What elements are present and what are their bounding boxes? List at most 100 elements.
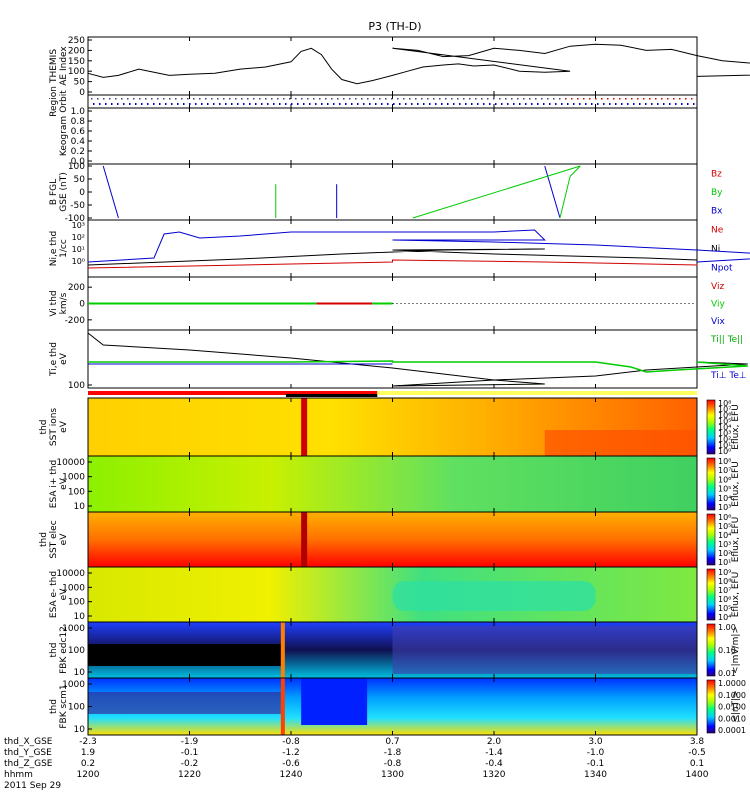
orbit-dot — [147, 103, 149, 105]
legend-entry: Bx — [711, 207, 723, 217]
orbit-dot — [183, 103, 185, 105]
region-dot — [691, 98, 693, 100]
density-frame — [87, 219, 698, 278]
fbk-scm-band — [88, 692, 281, 714]
x-axis-value-y: 1.9 — [81, 748, 96, 758]
region-dot — [403, 98, 405, 100]
region-dot — [583, 98, 585, 100]
orbit-dot — [519, 103, 521, 105]
orbit-dot — [441, 103, 443, 105]
x-axis-value-z: -0.1 — [587, 759, 605, 769]
region-dot — [415, 98, 417, 100]
orbit-dot — [429, 103, 431, 105]
temperature-ylabel: Ti,e thd eV — [49, 342, 69, 377]
region-dot — [355, 98, 357, 100]
region-dot — [601, 98, 603, 100]
colorbar-label: Eflux, EFU — [731, 517, 741, 563]
region-dot — [181, 98, 183, 100]
region-dot — [565, 98, 567, 100]
orbit-dot — [201, 103, 203, 105]
region-dot — [163, 98, 165, 100]
orbit-dot — [195, 103, 197, 105]
orbit-dot — [453, 103, 455, 105]
colorbar-tick-label: 0.10 — [718, 646, 736, 655]
region-dot — [457, 98, 459, 100]
colorbar-tick-label: 10⁴ — [718, 531, 731, 540]
region-dot — [577, 98, 579, 100]
fbk_edc12-colorbar — [706, 623, 716, 677]
orbit-dot — [363, 103, 365, 105]
axis-label: Vi thd — [49, 290, 59, 316]
region-dot — [133, 98, 135, 100]
orbit-dot — [105, 103, 107, 105]
region-dot — [307, 98, 309, 100]
orbit-dot — [297, 103, 299, 105]
region-dot — [649, 98, 651, 100]
region-dot — [469, 98, 471, 100]
orbit-dot — [417, 103, 419, 105]
orbit-dot — [165, 103, 167, 105]
region-dot — [277, 98, 279, 100]
b-field-trace — [544, 165, 561, 219]
orbit-dot — [693, 103, 695, 105]
region-dot — [175, 98, 177, 100]
region-dot — [421, 98, 423, 100]
orbit-dot — [303, 103, 305, 105]
orbit-dot — [231, 103, 233, 105]
orbit-dot — [159, 103, 161, 105]
legend-entry: Ti⊥ Te⊥ — [710, 371, 747, 381]
orbit-dot — [207, 103, 209, 105]
x-axis-value-y: -0.5 — [688, 748, 706, 758]
sst_ions-colorbar — [706, 399, 716, 455]
orbit-dot — [111, 103, 113, 105]
orbit-dot — [561, 103, 563, 105]
orbit-dot — [333, 103, 335, 105]
region-dot — [157, 98, 159, 100]
colorbar-tick-label: 10⁷ — [718, 405, 731, 414]
region-dot — [667, 98, 669, 100]
region-dot — [685, 98, 687, 100]
colorbar-tick-label: 10³ — [718, 540, 731, 549]
y-tick-label: 0.2 — [71, 147, 85, 157]
y-tick-label: 100 — [68, 703, 85, 713]
colorbar-tick-label: 10⁰ — [718, 447, 731, 456]
region-dot — [217, 98, 219, 100]
x-axis-row-label: thd_X_GSE — [4, 737, 53, 747]
y-tick-label: 0 — [79, 88, 85, 98]
y-tick-label: 0.6 — [71, 127, 86, 137]
colorbar-tick-label: 10¹ — [718, 441, 731, 450]
axis-label: THEMIS — [49, 49, 59, 84]
y-tick-label: 0.0 — [71, 157, 86, 167]
region-dot — [235, 98, 237, 100]
orbit-dot — [543, 103, 545, 105]
y-tick-label: 200 — [68, 283, 85, 293]
b-field-ylabel: B FGL GSE (nT) — [49, 172, 69, 211]
colorbar-tick-label: 10² — [718, 435, 731, 444]
x-axis-row-label: 2011 Sep 29 — [4, 781, 61, 791]
orbit-dot — [495, 103, 497, 105]
axis-label: FBK edc12 — [59, 626, 69, 674]
y-tick-label: -50 — [70, 201, 85, 211]
sst_elec-colorbar — [706, 513, 716, 566]
region-dot — [589, 98, 591, 100]
orbit-dot — [645, 103, 647, 105]
region-dot — [433, 98, 435, 100]
region-dot — [661, 98, 663, 100]
colorbar-label-text: Eflux, EFU — [731, 461, 741, 507]
legend-entry: Bz — [711, 169, 722, 179]
ni-line — [87, 248, 698, 266]
region-dot — [103, 98, 105, 100]
axis-label: Keogram — [59, 116, 69, 156]
b-field-trace — [559, 176, 571, 219]
colorbar-tick-label: 10⁵ — [718, 604, 731, 613]
region-dot — [367, 98, 369, 100]
region-dot — [451, 98, 453, 100]
y-tick-label: 100 — [68, 162, 85, 172]
x-axis-value-time: 1320 — [483, 770, 506, 780]
x-axis-value-x: 3.0 — [588, 737, 603, 747]
y-tick-label: 1000 — [62, 624, 85, 634]
x-axis-value-z: -0.8 — [384, 759, 402, 769]
legend-entry: Npot — [711, 264, 733, 274]
orbit-dot — [435, 103, 437, 105]
